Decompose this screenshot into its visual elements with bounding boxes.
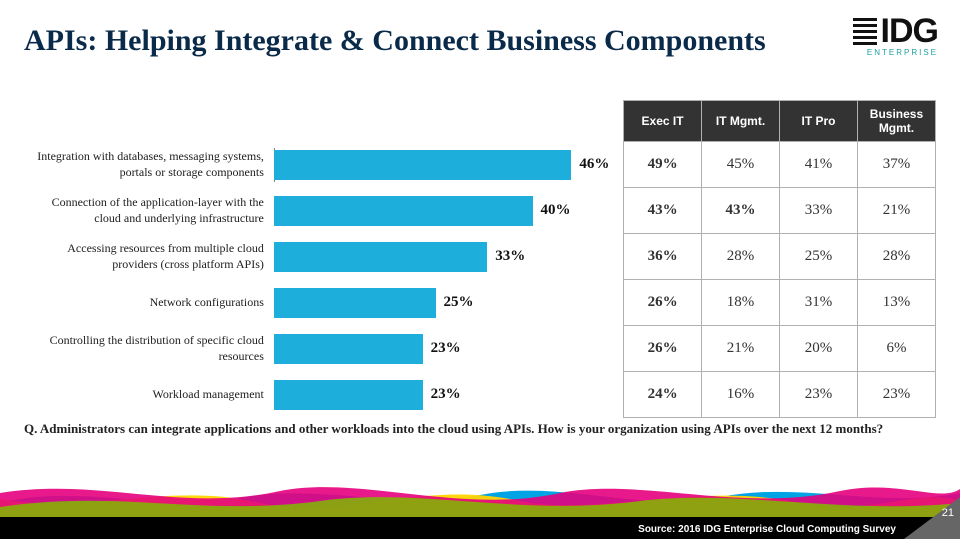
value-cell: 45% [702, 142, 780, 188]
col-header: IT Pro [780, 101, 858, 142]
col-header: Exec IT [624, 101, 702, 142]
bar [274, 334, 423, 364]
slide-title: APIs: Helping Integrate & Connect Busine… [24, 24, 766, 57]
value-cell: 26% [624, 326, 702, 372]
value-cell: 20% [780, 326, 858, 372]
col-header: Business Mgmt. [857, 101, 935, 142]
bar-cell: 23% [274, 372, 624, 418]
logo-subtext: ENTERPRISE [853, 48, 938, 57]
bar-value: 33% [487, 242, 525, 272]
logo-text: IDG [881, 12, 938, 51]
bar-cell: 23% [274, 326, 624, 372]
value-cell: 31% [780, 280, 858, 326]
row-label: Network configurations [24, 280, 274, 326]
bar [274, 196, 533, 226]
bar-value: 25% [436, 288, 474, 318]
bar-cell: 46% [274, 142, 624, 188]
row-label: Controlling the distribution of specific… [24, 326, 274, 372]
value-cell: 43% [624, 188, 702, 234]
value-cell: 23% [780, 372, 858, 418]
value-cell: 24% [624, 372, 702, 418]
row-label: Integration with databases, messaging sy… [24, 142, 274, 188]
value-cell: 43% [702, 188, 780, 234]
row-label: Workload management [24, 372, 274, 418]
value-cell: 33% [780, 188, 858, 234]
idg-logo: IDG ENTERPRISE [853, 12, 938, 57]
bar [274, 242, 487, 272]
bar-value: 23% [423, 334, 461, 364]
value-cell: 21% [702, 326, 780, 372]
value-cell: 25% [780, 234, 858, 280]
value-cell: 6% [857, 326, 935, 372]
value-cell: 13% [857, 280, 935, 326]
bar [274, 150, 571, 180]
value-cell: 37% [857, 142, 935, 188]
page-number: 21 [942, 507, 954, 519]
bar-value: 40% [533, 196, 571, 226]
chart-table-region: Exec ITIT Mgmt.IT ProBusiness Mgmt. Integ… [24, 100, 936, 418]
bar-value: 23% [423, 380, 461, 410]
logo-lines-icon [853, 18, 877, 45]
value-cell: 28% [857, 234, 935, 280]
value-cell: 36% [624, 234, 702, 280]
bar [274, 288, 436, 318]
bar-cell: 40% [274, 188, 624, 234]
value-cell: 23% [857, 372, 935, 418]
row-label: Accessing resources from multiple cloud … [24, 234, 274, 280]
row-label: Connection of the application-layer with… [24, 188, 274, 234]
bar-value: 46% [571, 150, 609, 180]
value-cell: 49% [624, 142, 702, 188]
value-cell: 21% [857, 188, 935, 234]
bar-cell: 25% [274, 280, 624, 326]
bar [274, 380, 423, 410]
footer-source: Source: 2016 IDG Enterprise Cloud Comput… [638, 524, 896, 535]
col-header: IT Mgmt. [702, 101, 780, 142]
value-cell: 26% [624, 280, 702, 326]
bar-cell: 33% [274, 234, 624, 280]
survey-question: Q. Administrators can integrate applicat… [24, 420, 924, 438]
decorative-wave [0, 473, 960, 517]
value-cell: 18% [702, 280, 780, 326]
value-cell: 41% [780, 142, 858, 188]
value-cell: 16% [702, 372, 780, 418]
value-cell: 28% [702, 234, 780, 280]
